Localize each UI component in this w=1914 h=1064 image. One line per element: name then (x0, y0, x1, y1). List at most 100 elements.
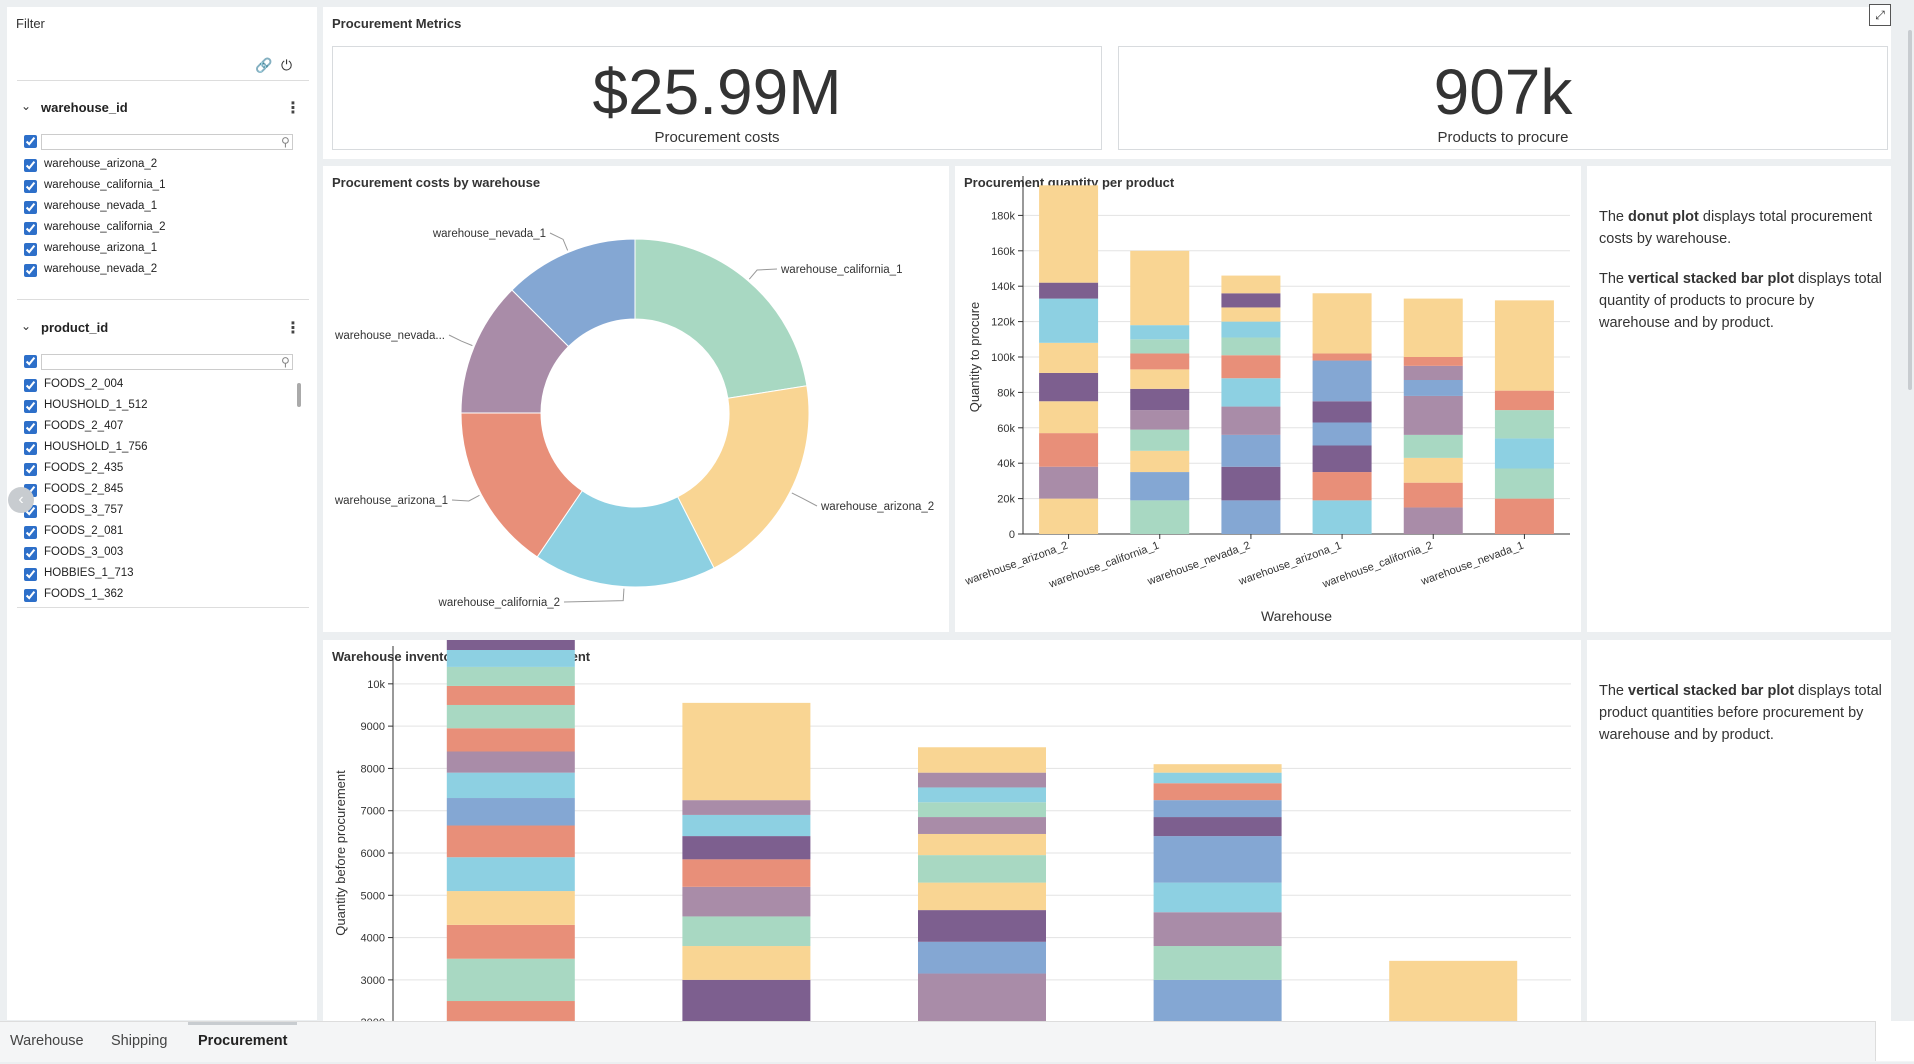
chevron-down-icon[interactable]: ⌄ (21, 99, 32, 113)
bar-segment[interactable] (446, 704, 575, 729)
filter-checkbox[interactable] (24, 526, 37, 539)
donut-slice[interactable] (511, 238, 636, 348)
bar-segment[interactable] (1221, 337, 1281, 356)
bar-segment[interactable] (682, 979, 811, 1021)
bar-segment[interactable] (1130, 353, 1190, 370)
bar-segment[interactable] (1403, 457, 1463, 483)
page-scrollbar[interactable] (1908, 30, 1912, 390)
filter-section-warehouse[interactable]: ⌄ warehouse_id ⋮ (21, 98, 301, 118)
bar-segment[interactable] (1039, 185, 1099, 283)
filter-checkbox[interactable] (24, 463, 37, 476)
bar-segment[interactable] (918, 787, 1046, 803)
bar-segment[interactable] (446, 650, 575, 667)
filter-checkbox[interactable] (24, 442, 37, 455)
warehouse-filter-item[interactable]: warehouse_nevada_2 (24, 260, 304, 281)
tab-warehouse[interactable]: Warehouse (10, 1033, 84, 1049)
select-all-checkbox[interactable] (24, 355, 37, 368)
bar-segment[interactable] (1153, 772, 1282, 784)
bar-segment[interactable] (1494, 390, 1554, 411)
warehouse-filter-item[interactable]: warehouse_arizona_2 (24, 155, 304, 176)
bar-segment[interactable] (1153, 979, 1282, 1021)
bar-segment[interactable] (1312, 422, 1372, 446)
filter-checkbox[interactable] (24, 547, 37, 560)
bar-segment[interactable] (1403, 434, 1463, 458)
filter-checkbox[interactable] (24, 400, 37, 413)
bar-segment[interactable] (1312, 500, 1372, 534)
bar-segment[interactable] (1403, 507, 1463, 534)
collapse-sidebar-button[interactable]: ‹ (8, 487, 34, 513)
bar-segment[interactable] (446, 798, 575, 826)
filter-checkbox[interactable] (24, 421, 37, 434)
bar-segment[interactable] (1130, 339, 1190, 354)
product-filter-item[interactable]: HOUSHOLD_1_756 (24, 438, 304, 459)
bar-segment[interactable] (682, 859, 811, 887)
bar-segment[interactable] (1221, 434, 1281, 467)
bar-segment[interactable] (1153, 783, 1282, 801)
bar-segment[interactable] (918, 817, 1046, 834)
chevron-down-icon[interactable]: ⌄ (21, 319, 32, 333)
bar-segment[interactable] (682, 814, 811, 837)
bar-segment[interactable] (1221, 406, 1281, 435)
bar-segment[interactable] (1312, 401, 1372, 423)
bar-segment[interactable] (1130, 369, 1190, 389)
product-filter-item[interactable]: HOUSHOLD_1_512 (24, 396, 304, 417)
filter-checkbox[interactable] (24, 379, 37, 392)
bar-segment[interactable] (1153, 764, 1282, 773)
bar-segment[interactable] (918, 833, 1046, 856)
product-filter-item[interactable]: FOODS_2_435 (24, 459, 304, 480)
product-filter-item[interactable]: HOBBIES_1_713 (24, 564, 304, 585)
link-icon[interactable]: 🔗 (255, 57, 273, 73)
bar-segment[interactable] (446, 857, 575, 892)
warehouse-filter-item[interactable]: warehouse_california_1 (24, 176, 304, 197)
bar-segment[interactable] (918, 941, 1046, 974)
filter-checkbox[interactable] (24, 568, 37, 581)
product-filter-item[interactable]: FOODS_1_362 (24, 585, 304, 605)
product-filter-item[interactable]: FOODS_3_757 (24, 501, 304, 522)
bar-segment[interactable] (1494, 468, 1554, 499)
bar-segment[interactable] (1312, 360, 1372, 402)
bar-segment[interactable] (1039, 401, 1099, 434)
bar-segment[interactable] (446, 772, 575, 799)
bar-segment[interactable] (446, 1001, 575, 1021)
filter-checkbox[interactable] (24, 589, 37, 602)
bar-segment[interactable] (682, 886, 811, 917)
tab-shipping[interactable]: Shipping (111, 1033, 168, 1049)
bar-segment[interactable] (446, 685, 575, 705)
donut-slice[interactable] (634, 238, 808, 399)
bar-segment[interactable] (446, 640, 575, 650)
bar-segment[interactable] (918, 910, 1046, 942)
bar-segment[interactable] (1039, 433, 1099, 467)
bar-segment[interactable] (1221, 275, 1281, 294)
bar-segment[interactable] (682, 836, 811, 860)
bar-segment[interactable] (682, 800, 811, 815)
bar-segment[interactable] (1130, 410, 1190, 430)
bar-segment[interactable] (1389, 960, 1518, 1021)
bar-segment[interactable] (446, 891, 575, 925)
bar-segment[interactable] (1039, 298, 1099, 343)
bar-segment[interactable] (1153, 836, 1282, 883)
bar-segment[interactable] (1221, 293, 1281, 308)
bar-segment[interactable] (1494, 498, 1554, 534)
bar-segment[interactable] (1312, 353, 1372, 361)
kebab-menu-icon[interactable]: ⋮ (285, 100, 301, 117)
bar-segment[interactable] (1039, 498, 1099, 534)
bar-segment[interactable] (1039, 282, 1099, 299)
bar-segment[interactable] (446, 728, 575, 752)
filter-checkbox[interactable] (24, 159, 37, 172)
filter-checkbox[interactable] (24, 243, 37, 256)
bar-segment[interactable] (1221, 321, 1281, 338)
filter-checkbox[interactable] (24, 180, 37, 193)
bar-segment[interactable] (1153, 912, 1282, 947)
bar-segment[interactable] (682, 702, 811, 801)
product-filter-item[interactable]: FOODS_2_081 (24, 522, 304, 543)
bar-segment[interactable] (682, 946, 811, 980)
bar-segment[interactable] (1153, 817, 1282, 837)
bar-segment[interactable] (1153, 882, 1282, 913)
bar-segment[interactable] (1130, 500, 1190, 534)
bar-segment[interactable] (1403, 365, 1463, 381)
warehouse-filter-item[interactable]: warehouse_california_2 (24, 218, 304, 239)
bar-segment[interactable] (1221, 307, 1281, 322)
bar-segment[interactable] (1221, 466, 1281, 501)
warehouse-filter-item[interactable]: warehouse_arizona_1 (24, 239, 304, 260)
bar-segment[interactable] (1494, 300, 1554, 391)
